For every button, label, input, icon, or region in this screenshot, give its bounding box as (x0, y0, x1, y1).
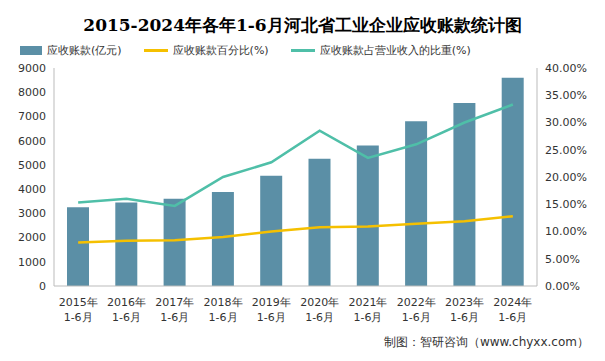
svg-text:4000: 4000 (18, 183, 46, 196)
svg-text:2016年1-6月: 2016年1-6月 (107, 296, 146, 324)
html-text:应收账款占营业收入的比重(%): 应收账款占营业收入的比重(%) (319, 43, 471, 57)
svg-text:25.00%: 25.00% (545, 144, 587, 157)
svg-text:2000: 2000 (18, 231, 46, 244)
svg-text:2022年1-6月: 2022年1-6月 (397, 296, 436, 324)
svg-text:35.00%: 35.00% (545, 89, 587, 102)
svg-text:20.00%: 20.00% (545, 171, 587, 184)
svg-text:0: 0 (39, 280, 46, 293)
svg-text:8000: 8000 (18, 86, 46, 99)
svg-text:2018年1-6月: 2018年1-6月 (204, 296, 243, 324)
svg-text:2017年1-6月: 2017年1-6月 (155, 296, 194, 324)
svg-text:10.00%: 10.00% (545, 225, 587, 238)
svg-text:30.00%: 30.00% (545, 116, 587, 129)
svg-text:15.00%: 15.00% (545, 198, 587, 211)
svg-text:2024年1-6月: 2024年1-6月 (493, 296, 532, 324)
html-text:制图：智研咨询（www.chyxx.com）: 制图：智研咨询（www.chyxx.com） (383, 335, 589, 349)
svg-text:2015年1-6月: 2015年1-6月 (59, 296, 98, 324)
svg-text:1000: 1000 (18, 256, 46, 269)
html-text:应收账款百分比(%): 应收账款百分比(%) (172, 43, 269, 57)
svg-text:9000: 9000 (18, 62, 46, 75)
svg-text:40.00%: 40.00% (545, 62, 587, 75)
html-text:应收账款(亿元): 应收账款(亿元) (47, 43, 122, 57)
svg-text:0.00%: 0.00% (545, 280, 580, 293)
svg-text:5.00%: 5.00% (545, 253, 580, 266)
svg-text:2023年1-6月: 2023年1-6月 (445, 296, 484, 324)
svg-text:7000: 7000 (18, 110, 46, 123)
svg-text:2020年1-6月: 2020年1-6月 (300, 296, 339, 324)
svg-text:2019年1-6月: 2019年1-6月 (252, 296, 291, 324)
svg-text:2021年1-6月: 2021年1-6月 (348, 296, 387, 324)
html-text:2015-2024年各年1-6月河北省工业企业应收账款统计图: 2015-2024年各年1-6月河北省工业企业应收账款统计图 (83, 15, 522, 35)
svg-text:5000: 5000 (18, 159, 46, 172)
svg-text:3000: 3000 (18, 207, 46, 220)
svg-text:6000: 6000 (18, 135, 46, 148)
